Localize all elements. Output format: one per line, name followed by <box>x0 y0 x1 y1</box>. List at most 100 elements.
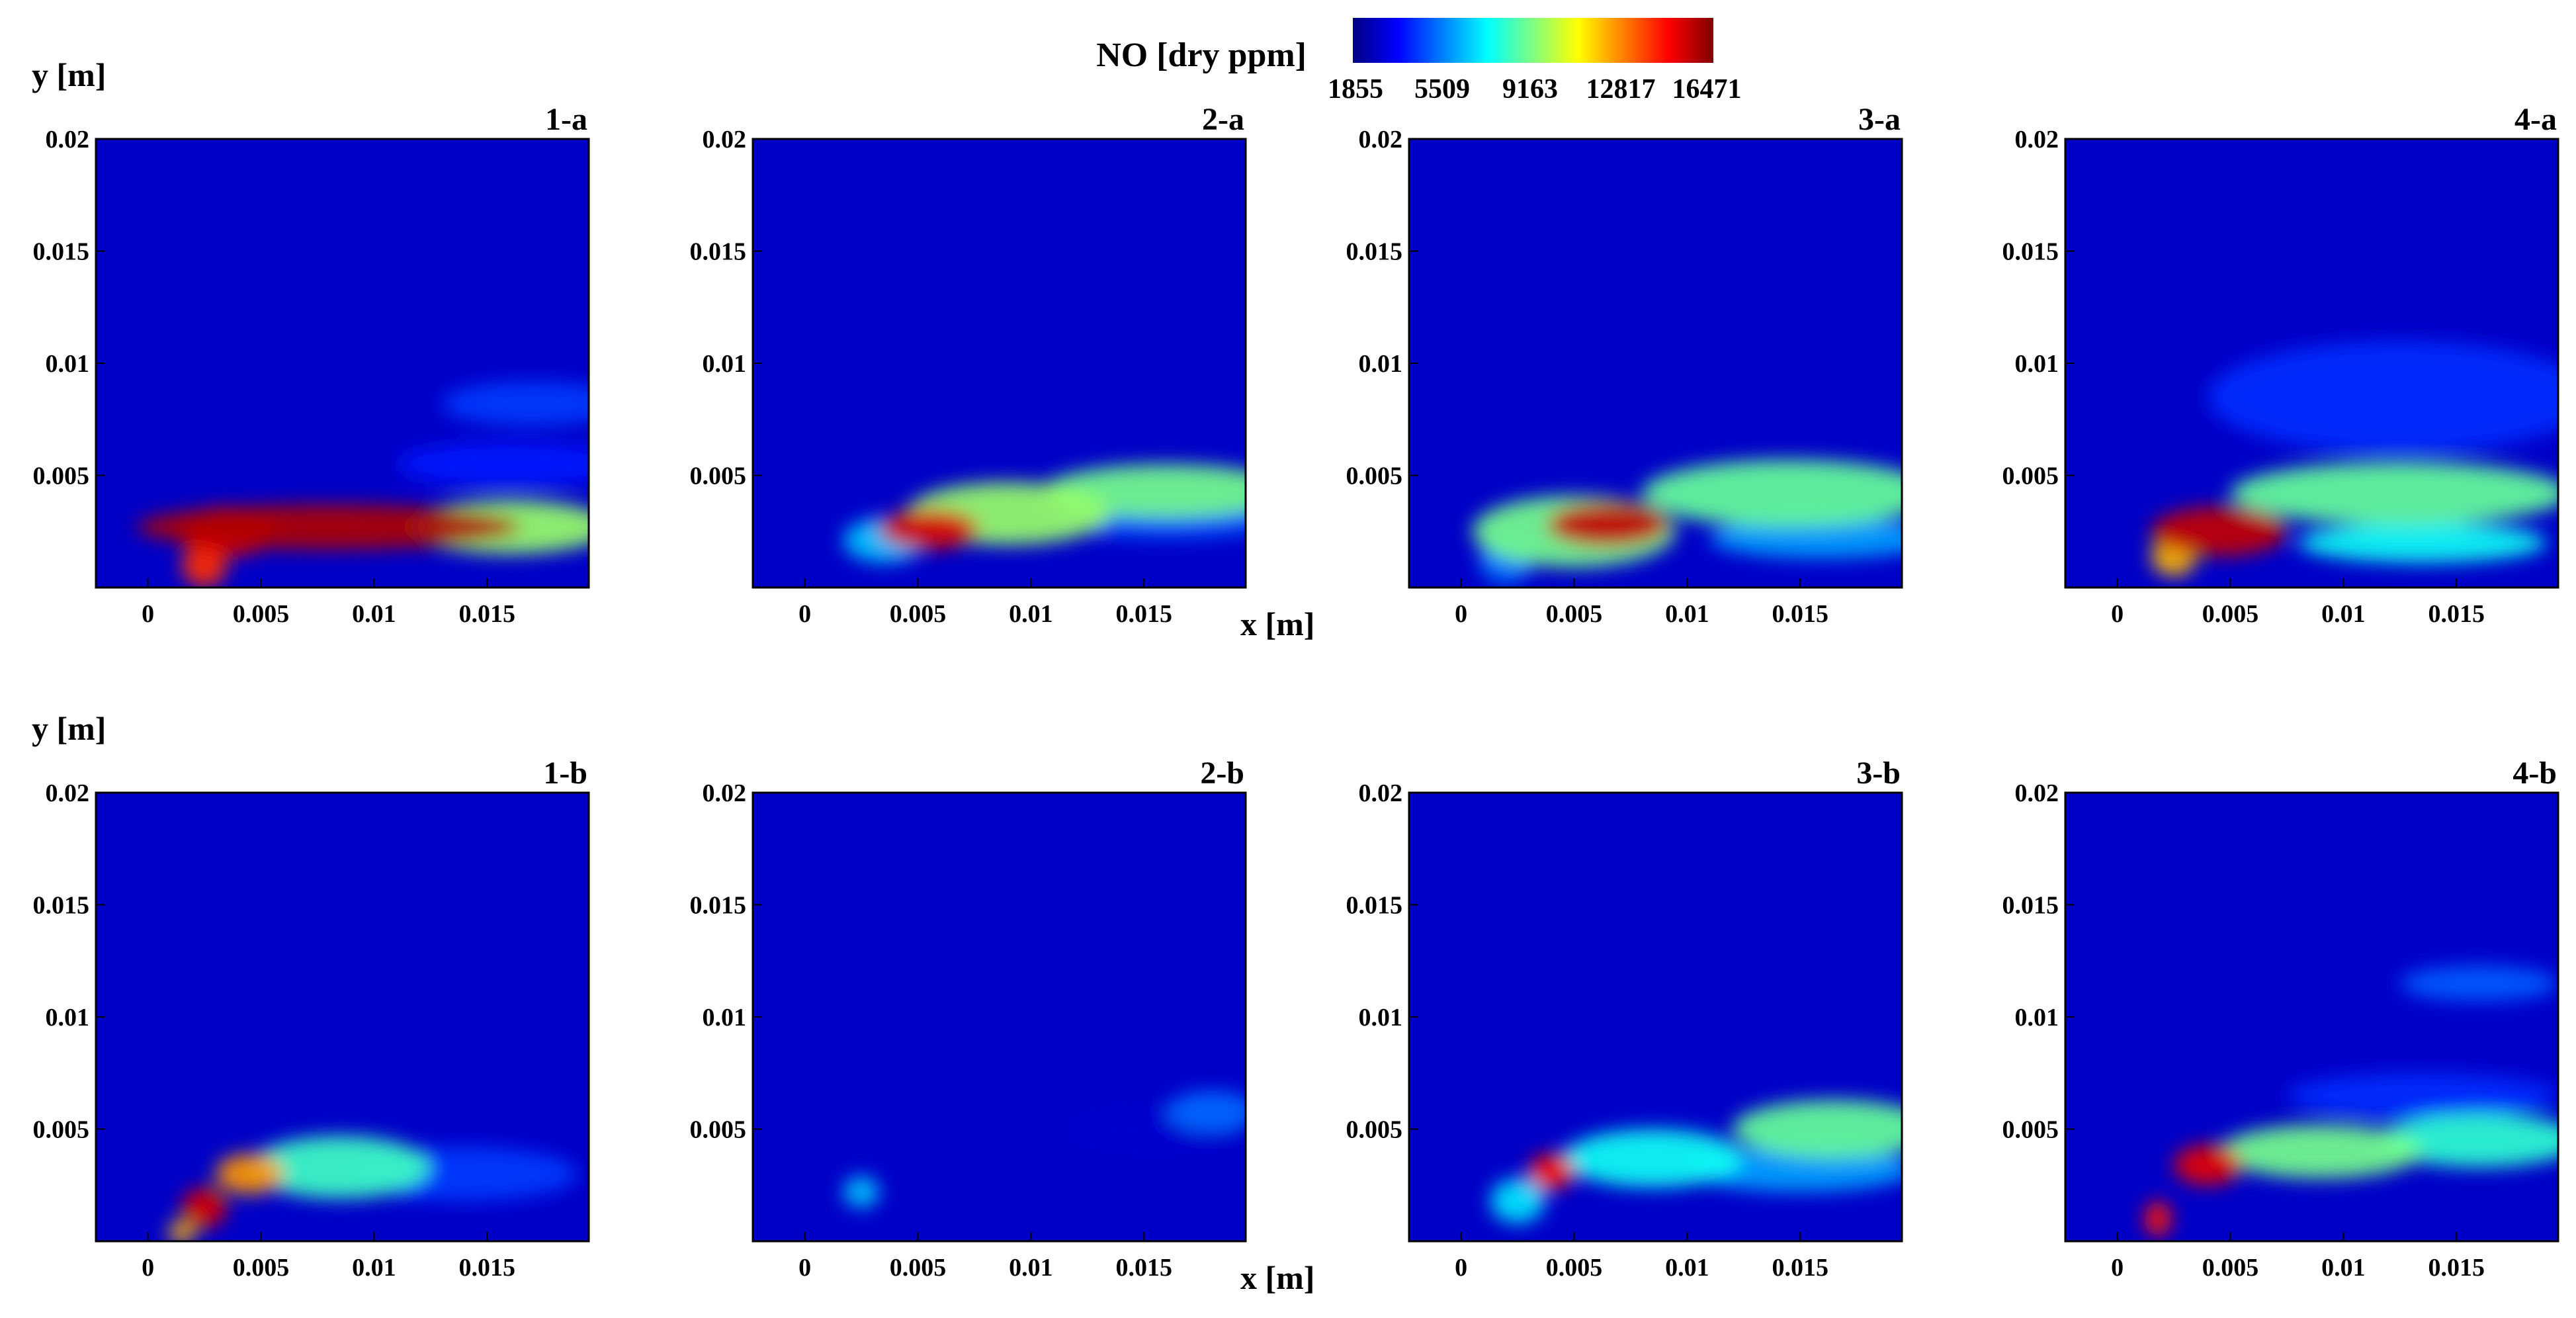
x-tick-label: 0.005 <box>233 1254 290 1282</box>
contour-field <box>1472 459 1902 584</box>
y-tick-label: 0.015 <box>690 238 747 266</box>
x-tick-label: 0.015 <box>458 1254 515 1282</box>
x-tick-label: 0.01 <box>352 600 396 628</box>
panel-2-a: 2-a 0 0.005 0.01 0.015 0.005 0.01 0.015 0.02 <box>690 102 1247 628</box>
y-tick-label: 0.02 <box>46 126 90 154</box>
colorbar-tick-label: 5509 <box>1414 74 1470 105</box>
plot-background <box>753 793 1246 1241</box>
contour-blob <box>168 1221 196 1241</box>
contour-blob <box>843 1176 880 1208</box>
contour-blob <box>2377 1113 2558 1168</box>
colorbar-tick-label: 9163 <box>1502 74 1558 105</box>
contour-blob <box>2297 522 2547 563</box>
x-tick-label: 0.015 <box>458 600 515 628</box>
y-tick-label: 0.005 <box>2002 1116 2059 1144</box>
contour-blob <box>1732 1100 1902 1159</box>
y-axis-title: y [m] <box>32 710 106 747</box>
colorbar-gradient <box>1353 18 1713 63</box>
y-tick-label: 0.01 <box>46 1004 90 1032</box>
contour-field <box>843 1090 1246 1208</box>
y-tick-label: 0.01 <box>46 350 90 378</box>
y-tick-label: 0.005 <box>1346 462 1403 490</box>
colorbar-tick-label: 12817 <box>1586 74 1656 105</box>
y-tick-label: 0.015 <box>33 892 90 920</box>
contour-blob <box>136 504 521 550</box>
y-tick-label: 0.02 <box>46 779 90 807</box>
x-tick-label: 0.015 <box>1772 1254 1828 1282</box>
x-tick-label: 0 <box>2111 1254 2124 1282</box>
x-tick-label: 0.015 <box>2428 1254 2485 1282</box>
contour-blob <box>2144 1200 2172 1237</box>
x-tick-label: 0.005 <box>2202 1254 2259 1282</box>
x-tick-label: 0.01 <box>2321 1254 2366 1282</box>
y-tick-label: 0.015 <box>2002 238 2059 266</box>
contour-field <box>136 381 589 588</box>
panel-label: 2-b <box>1200 756 1244 791</box>
x-tick-label: 0.005 <box>890 1254 947 1282</box>
y-tick-label: 0.005 <box>2002 462 2059 490</box>
contour-blob <box>2174 1145 2242 1186</box>
contour-field <box>2151 341 2558 577</box>
y-tick-label: 0.005 <box>690 462 747 490</box>
y-tick-label: 0.02 <box>2015 126 2059 154</box>
contour-blob <box>879 509 979 550</box>
contour-blob <box>2230 462 2558 525</box>
panel-3-a: 3-a 0 0.005 0.01 0.015 0.005 0.01 0.015 0.02 <box>1346 102 1903 628</box>
panel-1-b: 1-b 0 0.005 0.01 0.015 0.005 0.01 0.015 0.02 <box>33 756 590 1282</box>
contour-blob <box>2399 965 2558 1002</box>
y-tick-label: 0.005 <box>33 462 90 490</box>
y-tick-label: 0.01 <box>703 350 747 378</box>
panel-label: 4-b <box>2512 756 2557 791</box>
contour-blob <box>216 1153 284 1194</box>
panel-label: 4-a <box>2514 102 2557 137</box>
contour-field <box>1490 1100 1902 1223</box>
y-tick-label: 0.02 <box>703 779 747 807</box>
y-tick-label: 0.005 <box>33 1116 90 1144</box>
contour-blob <box>1547 502 1670 547</box>
y-tick-label: 0.02 <box>1359 126 1403 154</box>
contour-blob <box>249 1135 431 1199</box>
y-tick-label: 0.015 <box>1346 238 1403 266</box>
contour-blob <box>441 381 589 426</box>
x-tick-label: 0.005 <box>2202 600 2259 628</box>
contour-field <box>2144 965 2558 1237</box>
panel-label: 3-b <box>1856 756 1901 791</box>
x-tick-label: 0.015 <box>1115 1254 1172 1282</box>
x-tick-label: 0 <box>142 1254 154 1282</box>
x-tick-label: 0.01 <box>2321 600 2366 628</box>
panel-label: 1-b <box>543 756 587 791</box>
x-tick-label: 0.015 <box>1772 600 1828 628</box>
y-tick-label: 0.005 <box>690 1116 747 1144</box>
panel-1-a: 1-a 0 0.005 0.01 0.015 0.005 0.01 0.015 0.02 <box>33 102 590 628</box>
y-axis-title: y [m] <box>32 56 106 93</box>
panels: 1-a 0 0.005 0.01 0.015 0.005 0.01 0.015 0.02 2-a 0… <box>33 102 2559 1282</box>
x-tick-label: 0.01 <box>352 1254 396 1282</box>
panel-3-b: 3-b 0 0.005 0.01 0.015 0.005 0.01 0.015 0.02 <box>1346 756 1903 1282</box>
colorbar-tick-label: 16471 <box>1672 74 1742 105</box>
x-tick-label: 0.005 <box>890 600 947 628</box>
panel-4-b: 4-b 0 0.005 0.01 0.015 0.005 0.01 0.015 0.02 <box>2002 756 2559 1282</box>
panel-label: 1-a <box>545 102 587 137</box>
x-tick-label: 0.01 <box>1009 600 1053 628</box>
y-tick-label: 0.01 <box>2015 350 2059 378</box>
contour-field <box>168 1135 578 1241</box>
x-tick-label: 0.005 <box>233 600 290 628</box>
contour-blob <box>181 1187 228 1228</box>
x-tick-label: 0 <box>142 600 154 628</box>
colorbar-title: NO [dry ppm] <box>1096 36 1307 74</box>
x-tick-label: 0 <box>798 600 811 628</box>
contour-blob <box>2208 341 2558 453</box>
panel-4-a: 4-a 0 0.005 0.01 0.015 0.005 0.01 0.015 0.02 <box>2002 102 2559 628</box>
y-tick-label: 0.015 <box>2002 892 2059 920</box>
contour-blob <box>2286 1073 2558 1118</box>
contour-blob <box>396 441 589 487</box>
y-tick-label: 0.02 <box>2015 779 2059 807</box>
x-tick-label: 0.01 <box>1665 1254 1709 1282</box>
y-tick-label: 0.005 <box>1346 1116 1403 1144</box>
x-axis-title: x [m] <box>1240 605 1314 642</box>
contour-blob <box>1490 1178 1545 1223</box>
y-tick-label: 0.01 <box>2015 1004 2059 1032</box>
y-tick-label: 0.015 <box>690 892 747 920</box>
x-tick-label: 0 <box>2111 600 2124 628</box>
